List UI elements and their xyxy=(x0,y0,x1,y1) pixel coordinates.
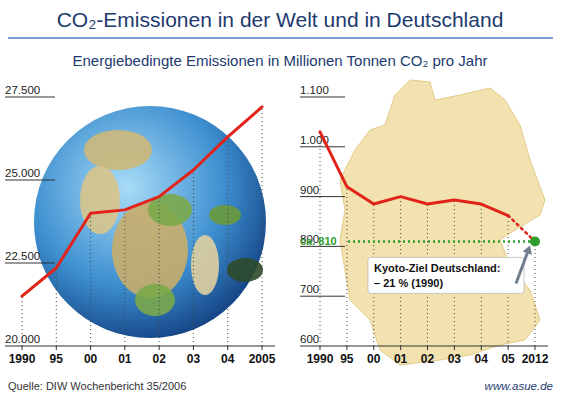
y-tick-label: 600 xyxy=(300,333,319,345)
y-tick-label: 700 xyxy=(300,283,319,295)
globe-picture xyxy=(34,106,266,338)
data-line xyxy=(508,216,535,242)
y-tick xyxy=(5,263,55,264)
y-tick-label: 1.100 xyxy=(300,84,329,96)
x-tick-label: 02 xyxy=(421,352,435,366)
grid-line xyxy=(193,170,194,346)
annotation-arrow xyxy=(516,248,529,283)
x-tick xyxy=(481,346,482,350)
baseline xyxy=(5,345,275,346)
germany-map xyxy=(340,80,545,365)
grid-line xyxy=(22,296,23,346)
target-line xyxy=(348,240,535,243)
x-tick-label: 2012 xyxy=(522,352,549,366)
x-tick xyxy=(400,346,401,350)
y-tick-label: 20.000 xyxy=(5,333,40,345)
subtitle: Energiebedingte Emissionen in Millionen … xyxy=(73,52,488,69)
x-tick xyxy=(427,346,428,350)
x-tick-label: 04 xyxy=(475,352,489,366)
target-label: ca. 810 xyxy=(300,235,337,247)
continent xyxy=(227,258,263,282)
x-tick-label: 1990 xyxy=(307,352,334,366)
x-tick-label: 01 xyxy=(118,352,132,366)
plot-area xyxy=(320,132,535,242)
y-tick xyxy=(5,97,55,98)
y-tick xyxy=(300,196,345,197)
continent xyxy=(80,166,120,234)
x-tick xyxy=(373,346,374,350)
x-tick xyxy=(90,346,91,350)
baseline xyxy=(300,345,548,346)
y-tick-label: 25.000 xyxy=(5,167,40,179)
x-tick-label: 05 xyxy=(501,352,515,366)
y-tick xyxy=(5,180,55,181)
header-rule xyxy=(8,37,553,39)
continent xyxy=(191,235,219,295)
continent xyxy=(209,205,241,225)
source: Quelle: DIW Wochenbericht 35/2006 xyxy=(8,380,186,392)
y-tick xyxy=(300,296,345,297)
y-tick-label: 22.500 xyxy=(5,250,40,262)
annotation-text: – 21 % (1990) xyxy=(374,277,443,289)
x-tick-label: 00 xyxy=(84,352,98,366)
annotation-box xyxy=(368,257,524,293)
x-tick-label: 1990 xyxy=(9,352,36,366)
x-tick-label: 04 xyxy=(221,352,235,366)
continent xyxy=(135,284,175,316)
grid-line xyxy=(227,137,228,346)
plot-area xyxy=(22,107,262,296)
x-tick xyxy=(262,346,263,350)
x-tick xyxy=(454,346,455,350)
annotation-text: Kyoto-Ziel Deutschland: xyxy=(374,262,501,274)
x-tick xyxy=(22,346,23,350)
x-tick xyxy=(227,346,228,350)
chart-0: 20.000 22.500 25.000 27.500 1990 95 00 01 02 03 04… xyxy=(5,84,276,366)
y-tick xyxy=(300,146,345,147)
x-tick-label: 2005 xyxy=(249,352,276,366)
data-line xyxy=(320,132,508,216)
x-tick xyxy=(320,346,321,350)
y-tick xyxy=(300,97,345,98)
y-tick-label: 900 xyxy=(300,184,319,196)
x-tick-label: 00 xyxy=(367,352,381,366)
chart-canvas: CO₂-Emissionen in der Welt und in Deutsc… xyxy=(0,0,561,398)
website: www.asue.de xyxy=(485,380,553,392)
grid-line xyxy=(535,241,536,346)
continent xyxy=(84,130,152,170)
y-tick-label: 27.500 xyxy=(5,84,40,96)
x-tick-label: 03 xyxy=(448,352,462,366)
x-tick-label: 95 xyxy=(50,352,64,366)
x-tick xyxy=(535,346,536,350)
grid-line xyxy=(124,210,125,346)
x-tick xyxy=(159,346,160,350)
grid-line xyxy=(346,187,347,346)
chart-1: 6007008009001.0001.100199095000102030405… xyxy=(300,84,549,366)
globe xyxy=(34,106,266,338)
x-tick-label: 02 xyxy=(152,352,166,366)
x-tick-label: 03 xyxy=(187,352,201,366)
x-tick xyxy=(56,346,57,350)
title: CO₂-Emissionen in der Welt und in Deutsc… xyxy=(57,8,504,31)
x-tick xyxy=(508,346,509,350)
x-tick xyxy=(193,346,194,350)
grid-line xyxy=(90,213,91,346)
annotation-arrow-head xyxy=(523,246,532,255)
grid-line xyxy=(159,197,160,346)
grid-line xyxy=(56,268,57,346)
x-tick-label: 95 xyxy=(340,352,354,366)
data-line xyxy=(22,107,262,296)
x-tick xyxy=(346,346,347,350)
grid-line xyxy=(262,107,263,346)
target-marker xyxy=(530,236,540,246)
x-tick-label: 01 xyxy=(394,352,408,366)
x-tick xyxy=(124,346,125,350)
